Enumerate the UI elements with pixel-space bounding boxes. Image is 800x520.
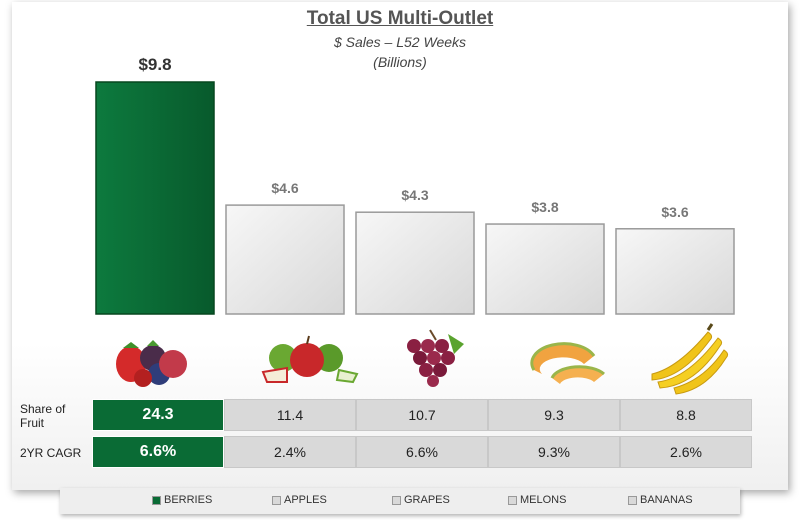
- bar-apples: [225, 204, 345, 315]
- chart-legend: BERRIES APPLES GRAPES MELONS BANANAS: [60, 488, 740, 514]
- legend-label: APPLES: [284, 494, 327, 506]
- chart-title: Total US Multi-Outlet: [306, 8, 494, 29]
- data-label-apples: $4.6: [271, 180, 298, 196]
- bar-grapes: [355, 211, 475, 315]
- legend-swatch: [508, 495, 517, 505]
- legend-item-berries: BERRIES: [152, 494, 212, 506]
- legend-label: BANANAS: [640, 494, 693, 506]
- melons-icon: [530, 342, 606, 384]
- legend-label: MELONS: [520, 494, 567, 506]
- bar-berries: [95, 81, 215, 315]
- chart-panel: Total US Multi-Outlet $ Sales – L52 Week…: [12, 2, 788, 490]
- table-cell-cagr-grapes: 6.6%: [356, 436, 488, 468]
- bar-melons: [485, 223, 605, 315]
- bar-bananas: [615, 228, 735, 315]
- row-label-share-of-fruit: Share of Fruit: [20, 402, 66, 430]
- chart-subtitle-units: (Billions): [373, 54, 427, 70]
- legend-item-bananas: BANANAS: [628, 494, 693, 506]
- legend-swatch: [272, 495, 281, 505]
- table-cell-cagr-apples: 2.4%: [224, 436, 356, 468]
- legend-item-apples: APPLES: [272, 494, 327, 506]
- bananas-icon: [651, 323, 729, 395]
- legend-item-grapes: GRAPES: [392, 494, 450, 506]
- table-cell-share_of_fruit-grapes: 10.7: [356, 399, 488, 431]
- legend-swatch: [152, 495, 161, 505]
- apples-icon: [261, 335, 359, 384]
- table-cell-cagr-bananas: 2.6%: [620, 436, 752, 468]
- table-cell-share_of_fruit-bananas: 8.8: [620, 399, 752, 431]
- table-cell-share_of_fruit-melons: 9.3: [488, 399, 620, 431]
- legend-swatch: [628, 495, 637, 505]
- legend-label: GRAPES: [404, 494, 450, 506]
- legend-swatch: [392, 495, 401, 505]
- data-label-melons: $3.8: [531, 199, 558, 215]
- berries-icon: [116, 340, 187, 387]
- data-label-bananas: $3.6: [661, 204, 688, 220]
- table-cell-cagr-berries: 6.6%: [92, 436, 224, 468]
- data-label-grapes: $4.3: [401, 187, 428, 203]
- bar-chart: $9.8 $4.6 $4.3 $3.8 $3.6: [95, 55, 735, 395]
- chart-subtitle: $ Sales – L52 Weeks: [333, 34, 467, 50]
- table-cell-share_of_fruit-apples: 11.4: [224, 399, 356, 431]
- data-label-berries: $9.8: [138, 55, 171, 74]
- legend-item-melons: MELONS: [508, 494, 566, 506]
- row-label-cagr: 2YR CAGR: [20, 446, 82, 460]
- table-cell-share_of_fruit-berries: 24.3: [92, 399, 224, 431]
- table-cell-cagr-melons: 9.3%: [488, 436, 620, 468]
- legend-label: BERRIES: [164, 494, 213, 506]
- grapes-icon: [407, 329, 464, 387]
